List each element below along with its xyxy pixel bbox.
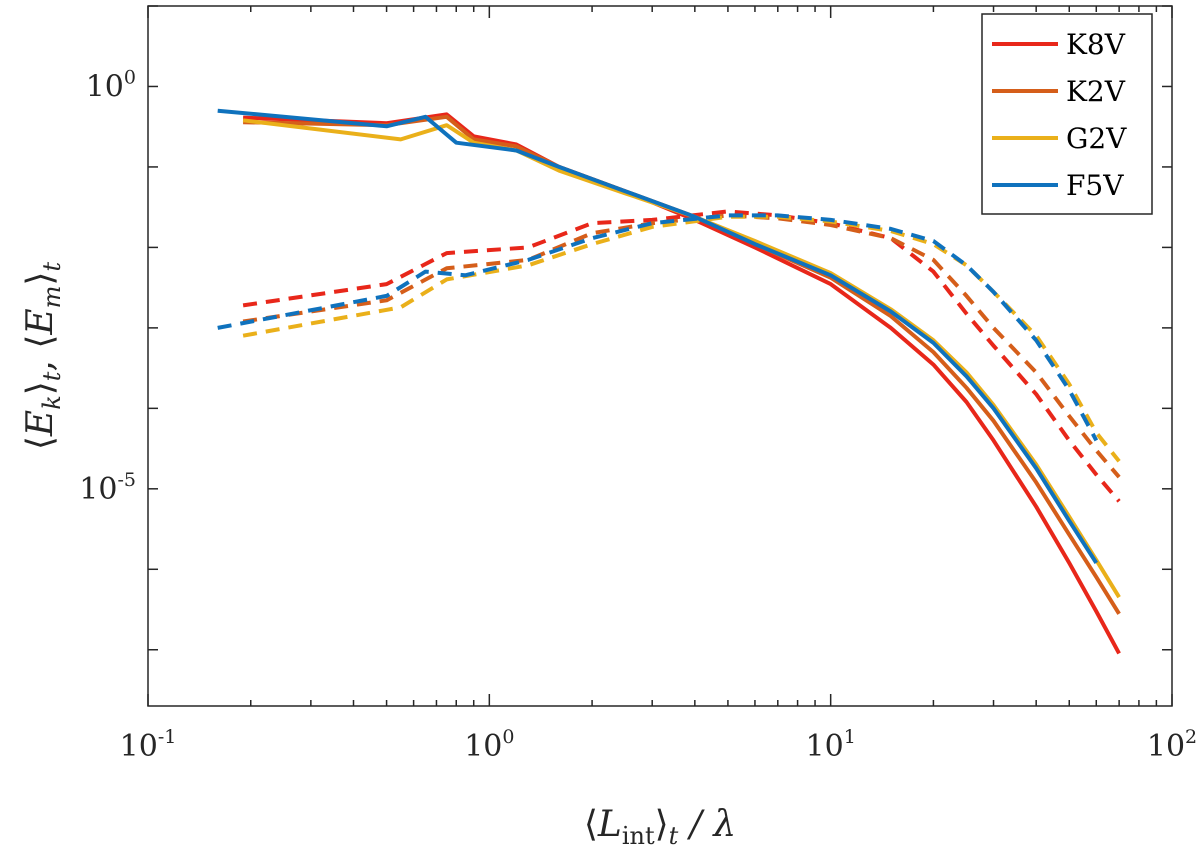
x-tick-label: 10-1 [120, 726, 177, 764]
legend-label-f5v: F5V [1066, 169, 1124, 202]
legend-label-g2v: G2V [1066, 122, 1127, 155]
x-tick-label: 100 [464, 726, 514, 764]
series-f5v-magnetic-line [217, 213, 1099, 442]
y-axis-label: ⟨Ek⟩t, ⟨Em⟩t [20, 262, 66, 451]
legend-items: K8V K2V G2V F5V [992, 28, 1127, 202]
series-k8v-magnetic-line [242, 209, 1121, 503]
y-tick-label: 10-5 [79, 469, 136, 507]
series-k8v-kinetic-line [243, 112, 1121, 655]
legend-box [981, 13, 1153, 215]
y-tick-label: 100 [86, 66, 136, 104]
x-axis-label: ⟨Lint⟩t / λ [584, 804, 736, 850]
series-g2v-kinetic-line [242, 118, 1121, 599]
x-tick-label: 102 [1147, 726, 1197, 764]
legend-label-k2v: K2V [1066, 75, 1126, 108]
x-tick-label: 101 [806, 726, 856, 764]
legend-label-k8v: K8V [1066, 28, 1126, 61]
plot-frame [147, 5, 1173, 707]
series-f5v-kinetic-line [217, 108, 1098, 564]
series-layer [217, 108, 1121, 655]
ticks-layer: 10-1 100 101 102 100 10-5 [79, 5, 1197, 764]
series-k2v-magnetic-line [242, 213, 1121, 479]
legend: K8V K2V G2V F5V [981, 13, 1153, 215]
